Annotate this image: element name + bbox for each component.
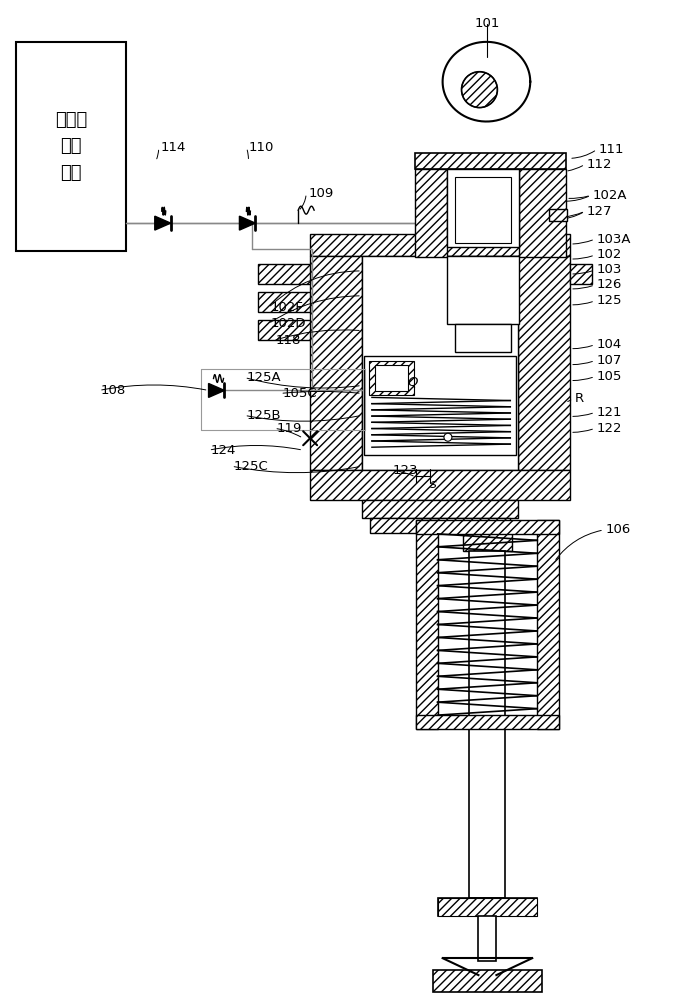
Text: 110: 110: [248, 141, 274, 154]
Bar: [416, 520, 437, 729]
Bar: [520, 169, 566, 257]
Text: 123: 123: [392, 464, 418, 477]
Bar: [362, 500, 518, 518]
Bar: [469, 551, 505, 898]
Circle shape: [444, 433, 452, 441]
Text: 104: 104: [597, 338, 622, 351]
Text: 111: 111: [599, 143, 625, 156]
Bar: [258, 292, 310, 312]
Text: 122: 122: [597, 422, 623, 435]
Bar: [433, 970, 542, 992]
Text: 107: 107: [597, 354, 623, 367]
Text: s: s: [430, 478, 437, 491]
Text: 125C: 125C: [234, 460, 268, 473]
Bar: [537, 520, 559, 729]
Text: 108: 108: [101, 384, 126, 397]
Bar: [370, 518, 511, 533]
Bar: [258, 264, 310, 284]
Bar: [369, 361, 414, 395]
Text: 102F: 102F: [270, 301, 303, 314]
Polygon shape: [239, 216, 256, 230]
Bar: [570, 264, 592, 284]
Text: 发动机
机油
油路: 发动机 机油 油路: [55, 111, 87, 182]
Bar: [446, 169, 520, 247]
Circle shape: [462, 72, 498, 108]
Bar: [549, 209, 567, 221]
Text: 125: 125: [597, 294, 623, 307]
Bar: [310, 470, 570, 500]
Text: 121: 121: [597, 406, 623, 419]
Text: 101: 101: [475, 17, 500, 30]
Text: 102A: 102A: [593, 189, 627, 202]
Text: 126: 126: [597, 278, 623, 291]
Text: 112: 112: [587, 158, 612, 171]
Bar: [518, 256, 570, 470]
Bar: [364, 356, 516, 455]
Bar: [310, 234, 570, 256]
Bar: [310, 256, 362, 470]
Polygon shape: [443, 42, 530, 122]
Bar: [437, 898, 537, 916]
Bar: [478, 916, 496, 961]
Bar: [416, 520, 559, 534]
Polygon shape: [155, 216, 171, 230]
Bar: [415, 153, 566, 169]
Bar: [415, 169, 446, 257]
Polygon shape: [209, 383, 225, 397]
Bar: [462, 533, 512, 551]
Text: 125B: 125B: [247, 409, 281, 422]
Text: Q: Q: [408, 376, 418, 389]
Text: 124: 124: [211, 444, 236, 457]
Text: 103A: 103A: [597, 233, 632, 246]
Text: 105: 105: [597, 370, 623, 383]
Text: 125A: 125A: [247, 371, 281, 384]
Bar: [375, 365, 408, 391]
Bar: [455, 324, 511, 352]
Bar: [455, 177, 511, 243]
Text: 105C: 105C: [282, 387, 317, 400]
Text: 119: 119: [276, 422, 302, 435]
Text: 102D: 102D: [270, 317, 306, 330]
Text: 103: 103: [597, 263, 623, 276]
Bar: [446, 256, 520, 324]
Bar: [437, 898, 537, 916]
Bar: [17, 42, 126, 251]
Text: 127: 127: [587, 205, 612, 218]
Text: 118: 118: [275, 334, 301, 347]
Text: 114: 114: [161, 141, 186, 154]
Text: 109: 109: [308, 187, 333, 200]
Text: R: R: [575, 392, 584, 405]
Bar: [362, 256, 518, 470]
Bar: [258, 320, 310, 340]
Text: 102: 102: [597, 248, 623, 261]
Bar: [416, 715, 559, 729]
Text: 106: 106: [606, 523, 631, 536]
